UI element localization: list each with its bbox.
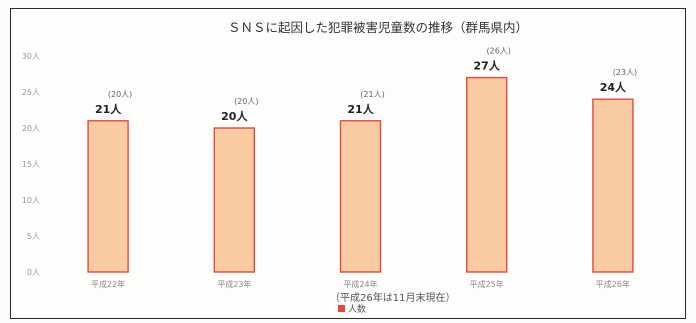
legend: 人数 bbox=[338, 303, 366, 315]
x-tick-label: 平成25年 bbox=[470, 279, 504, 289]
x-tick-label: 平成22年 bbox=[91, 279, 125, 289]
y-tick-label: 25人 bbox=[22, 88, 40, 97]
x-tick-label: 平成26年 bbox=[596, 279, 630, 289]
secondary-label: (20人) bbox=[234, 97, 258, 106]
bar bbox=[592, 98, 634, 273]
data-labels: 21人 (20人) 20人 (20人) 21人 (21人) 27人 (26人) 24人 (23人) bbox=[95, 47, 637, 123]
secondary-label: (20人) bbox=[108, 90, 132, 99]
y-tick-label: 0人 bbox=[27, 268, 40, 277]
x-tick-label: 平成23年 bbox=[217, 279, 251, 289]
bar bbox=[339, 120, 382, 273]
y-tick-label: 30人 bbox=[22, 52, 40, 61]
y-tick-label: 15人 bbox=[22, 160, 40, 169]
x-tick-label: 平成24年 bbox=[343, 279, 377, 289]
secondary-label: (26人) bbox=[486, 47, 510, 56]
legend-label: 人数 bbox=[348, 303, 366, 315]
data-label: 24人 bbox=[600, 80, 627, 94]
secondary-label: (21人) bbox=[360, 90, 384, 99]
y-tick-label: 20人 bbox=[22, 124, 40, 133]
secondary-label: (23人) bbox=[613, 68, 637, 77]
legend-swatch bbox=[338, 305, 345, 312]
chart-title: ＳＮＳに起因した犯罪被害児童数の推移（群馬県内） bbox=[228, 20, 528, 35]
y-axis: 0人 5人 10人 15人 20人 25人 30人 bbox=[22, 52, 40, 277]
data-label: 27人 bbox=[474, 59, 501, 73]
data-label: 21人 bbox=[347, 102, 374, 116]
x-axis: 平成22年 平成23年 平成24年 平成25年 平成26年 bbox=[91, 279, 630, 289]
bar bbox=[213, 127, 256, 273]
y-tick-label: 5人 bbox=[27, 232, 40, 241]
chart-note: （平成26年は11月末現在） bbox=[330, 291, 455, 304]
y-tick-label: 10人 bbox=[22, 196, 40, 205]
data-label: 21人 bbox=[95, 102, 122, 116]
bar bbox=[87, 120, 129, 273]
bar bbox=[466, 76, 508, 273]
bar-series bbox=[87, 76, 634, 273]
data-label: 20人 bbox=[221, 109, 248, 123]
